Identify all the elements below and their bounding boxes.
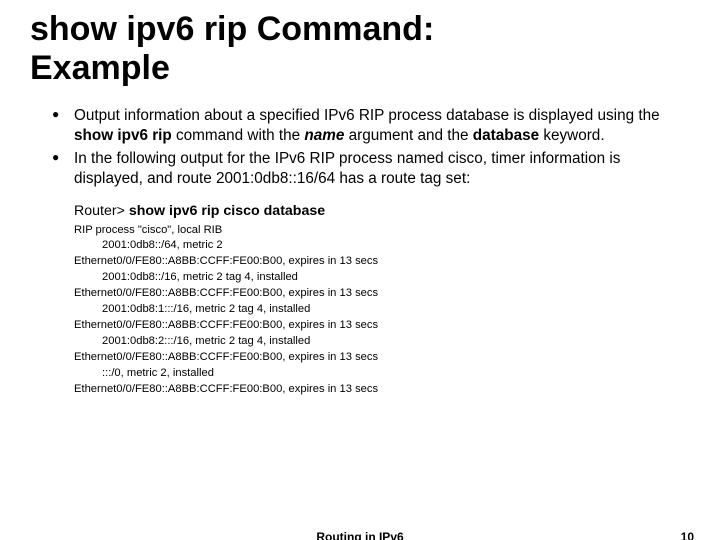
prompt: Router> [74,203,129,219]
bullet-text: keyword. [539,127,604,144]
bullet-list: Output information about a specified IPv… [52,106,690,188]
output-block: RIP process "cisco", local RIB2001:0db8:… [74,223,690,398]
bullet-text: argument and the [344,127,472,144]
output-line: Ethernet0/0/FE80::A8BB:CCFF:FE00:B00, ex… [74,382,690,398]
slide: show ipv6 rip Command: Example Output in… [0,0,720,540]
footer-title: Routing in IPv6 [0,530,720,540]
output-line: 2001:0db8::/16, metric 2 tag 4, installe… [74,270,690,286]
output-line: 2001:0db8::/64, metric 2 [74,238,690,254]
bullet-item: Output information about a specified IPv… [52,106,690,145]
title-line-2: Example [30,49,170,87]
output-line: Ethernet0/0/FE80::A8BB:CCFF:FE00:B00, ex… [74,254,690,270]
bullet-item: In the following output for the IPv6 RIP… [52,149,690,188]
output-line: Ethernet0/0/FE80::A8BB:CCFF:FE00:B00, ex… [74,318,690,334]
title-line-1: show ipv6 rip Command: [30,10,434,48]
output-line: 2001:0db8:2:::/16, metric 2 tag 4, insta… [74,334,690,350]
output-line: 2001:0db8:1:::/16, metric 2 tag 4, insta… [74,302,690,318]
bullet-text: In the following output for the IPv6 RIP… [74,150,620,187]
bullet-text: Output information about a specified IPv… [74,107,660,124]
bullet-text: command with the [172,127,305,144]
output-line: Ethernet0/0/FE80::A8BB:CCFF:FE00:B00, ex… [74,286,690,302]
bold-command: show ipv6 rip [74,127,172,144]
bold-keyword: database [473,127,539,144]
italic-arg: name [304,127,344,144]
page-number: 10 [681,530,694,540]
output-line: :::/0, metric 2, installed [74,366,690,382]
command-line: Router> show ipv6 rip cisco database [74,203,690,219]
slide-title: show ipv6 rip Command: Example [30,10,690,88]
command-text: show ipv6 rip cisco database [129,203,325,219]
output-line: RIP process "cisco", local RIB [74,223,690,239]
output-line: Ethernet0/0/FE80::A8BB:CCFF:FE00:B00, ex… [74,350,690,366]
